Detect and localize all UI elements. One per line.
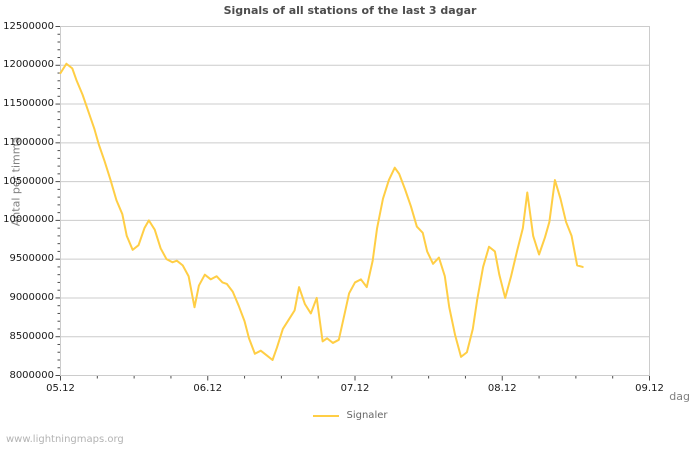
y-axis-tick-label: 9500000 [9,253,54,265]
chart-legend: Signaler [0,410,700,421]
y-axis-tick-label: 8000000 [9,369,54,381]
y-axis-tick-label: 12000000 [3,59,54,71]
plot-frame [60,26,650,376]
series-line-signaler [59,62,584,361]
legend-item-signaler[interactable]: Signaler [312,410,388,421]
y-axis-tick-label: 10000000 [3,214,54,226]
legend-color-swatch-icon [312,414,339,417]
x-axis-tick-label: 09.12 [635,382,664,394]
footer-attribution: www.lightningmaps.org [6,434,124,445]
y-axis-tick-label: 8500000 [9,330,54,342]
y-axis-tick-label: 11500000 [3,98,54,110]
x-axis-tick-label: 06.12 [193,382,223,394]
axis-ticks [55,26,650,381]
x-axis-tick-label: 07.12 [340,382,370,394]
x-axis-tick-label: 08.12 [487,382,517,394]
legend-label: Signaler [346,410,388,421]
y-axis-tick-label: 11000000 [3,136,54,148]
y-axis-tick-label: 10500000 [3,175,54,187]
x-axis-tick-label: 05.12 [46,382,75,394]
grid-lines [60,64,650,338]
y-axis-tick-label: 9000000 [9,291,54,303]
chart-title: Signals of all stations of the last 3 da… [223,4,477,17]
y-axis-tick-label: 12500000 [3,20,54,32]
x-axis-title: dag [669,390,690,403]
